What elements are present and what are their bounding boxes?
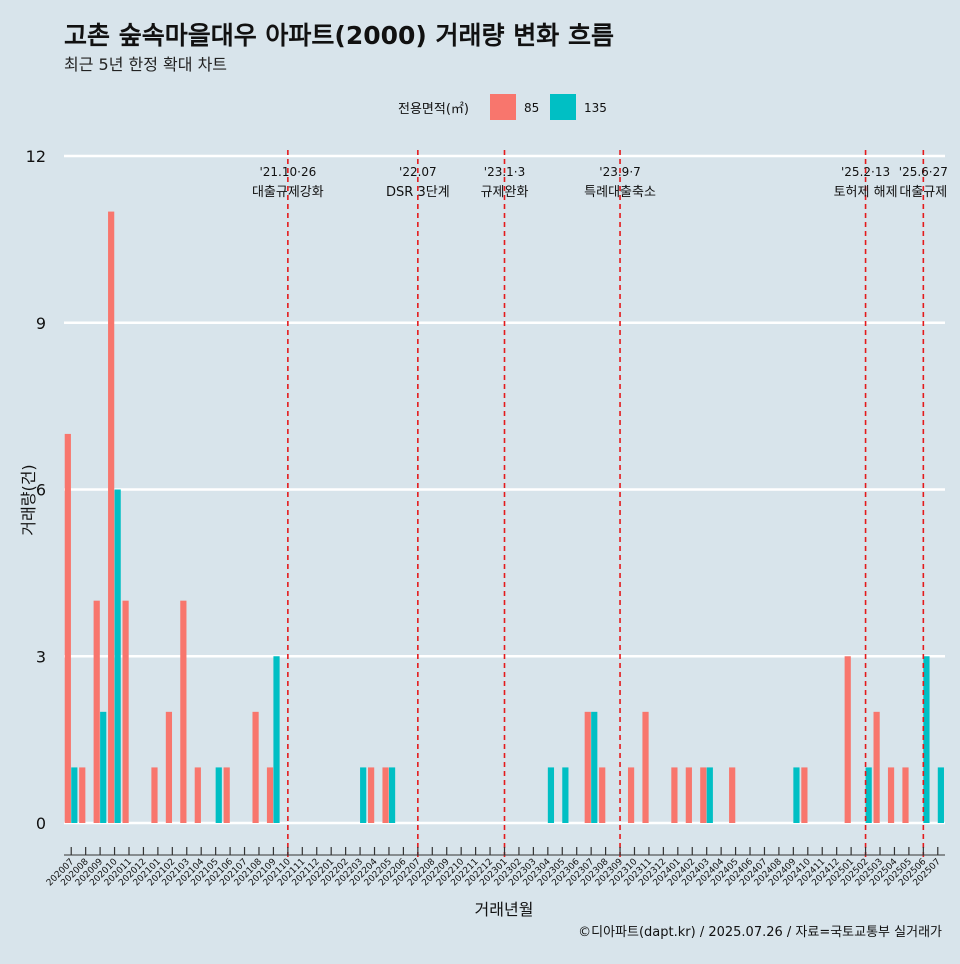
bar-135-202506: [923, 656, 930, 823]
y-tick-label: 3: [36, 647, 46, 666]
annotation-label: 대출규제: [899, 185, 947, 200]
bar-85-202106: [223, 767, 230, 823]
legend-title: 전용면적(㎡): [398, 102, 469, 117]
bar-85-202009: [93, 600, 100, 823]
bar-85-202505: [902, 767, 909, 823]
bar-135-202304: [547, 767, 555, 823]
y-tick-labels: 0 3 6 9 12: [26, 147, 46, 833]
bar-135-202007: [71, 767, 78, 823]
bar-85-202401: [671, 767, 678, 823]
bar-135-202305: [562, 767, 569, 823]
annotation-label: 대출규제강화: [252, 185, 324, 200]
bar-135-202109: [273, 656, 280, 823]
annotation-date: '25.2·13: [841, 165, 890, 179]
bar-85-202311: [642, 711, 649, 823]
y-tick-label: 12: [26, 147, 46, 166]
bar-85-202204: [368, 767, 375, 823]
bar-135-202507: [937, 767, 944, 823]
x-axis-label: 거래년월: [475, 900, 534, 919]
bar-135-202105: [215, 767, 222, 823]
annotation-date: '21.10·26: [259, 165, 316, 179]
annotation-date: '23.9·7: [599, 165, 640, 179]
bar-85-202008: [79, 767, 86, 823]
bar-85-202402: [685, 767, 692, 823]
bars: [64, 211, 944, 823]
bar-85-202104: [194, 767, 201, 823]
annotations: '21.10·26 대출규제강화 '22.07 DSR 3단계 '23.1·3 규제완화 '…: [252, 150, 948, 858]
bar-135-202502: [865, 767, 872, 823]
bar-85-202307: [584, 711, 591, 823]
bar-135-202205: [388, 767, 396, 823]
y-tick-label: 6: [36, 481, 46, 500]
bar-85-202410: [801, 767, 808, 823]
annotation-label: 토허제 해제: [834, 185, 898, 200]
bar-85-202007: [64, 433, 71, 823]
bar-135-202409: [793, 767, 800, 823]
legend-label-135: 135: [584, 101, 607, 115]
annotation-label: DSR 3단계: [386, 185, 450, 200]
legend-label-85: 85: [524, 101, 539, 115]
legend-swatch-85: [490, 94, 516, 120]
bar-85-202503: [873, 711, 880, 823]
gridlines: [64, 154, 945, 825]
bar-85-202109: [266, 767, 274, 823]
x-axis: 2020072020082020092020102020112020122021…: [45, 847, 945, 888]
bar-85-202011: [122, 600, 129, 823]
bar-85-202403: [700, 767, 707, 823]
bar-85-202405: [729, 767, 736, 823]
bar-85-202108: [252, 711, 259, 823]
annotation-label: 특례대출축소: [584, 185, 656, 200]
y-tick-label: 0: [36, 814, 46, 833]
caption: ©디아파트(dapt.kr) / 2025.07.26 / 자료=국토교통부 실…: [578, 925, 942, 940]
bar-135-202307: [591, 711, 598, 823]
bar-85-202101: [151, 767, 158, 823]
annotation-date: '25.6·27: [899, 165, 948, 179]
bar-85-202102: [165, 711, 173, 823]
chart-subtitle: 최근 5년 한정 확대 차트: [64, 55, 227, 74]
bar-135-202010: [114, 489, 121, 823]
legend: 전용면적(㎡) 85 135: [398, 94, 607, 120]
legend-swatch-135: [550, 94, 576, 120]
bar-85-202310: [627, 767, 635, 823]
annotation-label: 규제완화: [481, 185, 529, 200]
bar-85-202103: [180, 600, 187, 823]
bar-85-202504: [887, 767, 895, 823]
bar-85-202501: [844, 656, 851, 823]
bar-85-202308: [599, 767, 606, 823]
bar-85-202205: [382, 767, 389, 823]
annotation-date: '23.1·3: [484, 165, 525, 179]
bar-85-202010: [108, 211, 115, 823]
bar-135-202009: [100, 711, 107, 823]
bar-135-202203: [360, 767, 367, 823]
chart-title: 고촌 숲속마을대우 아파트(2000) 거래량 변화 흐름: [64, 21, 614, 50]
y-axis-label: 거래량(건): [19, 464, 38, 535]
annotation-date: '22.07: [399, 165, 437, 179]
y-tick-label: 9: [36, 314, 46, 333]
bar-135-202403: [706, 767, 713, 823]
